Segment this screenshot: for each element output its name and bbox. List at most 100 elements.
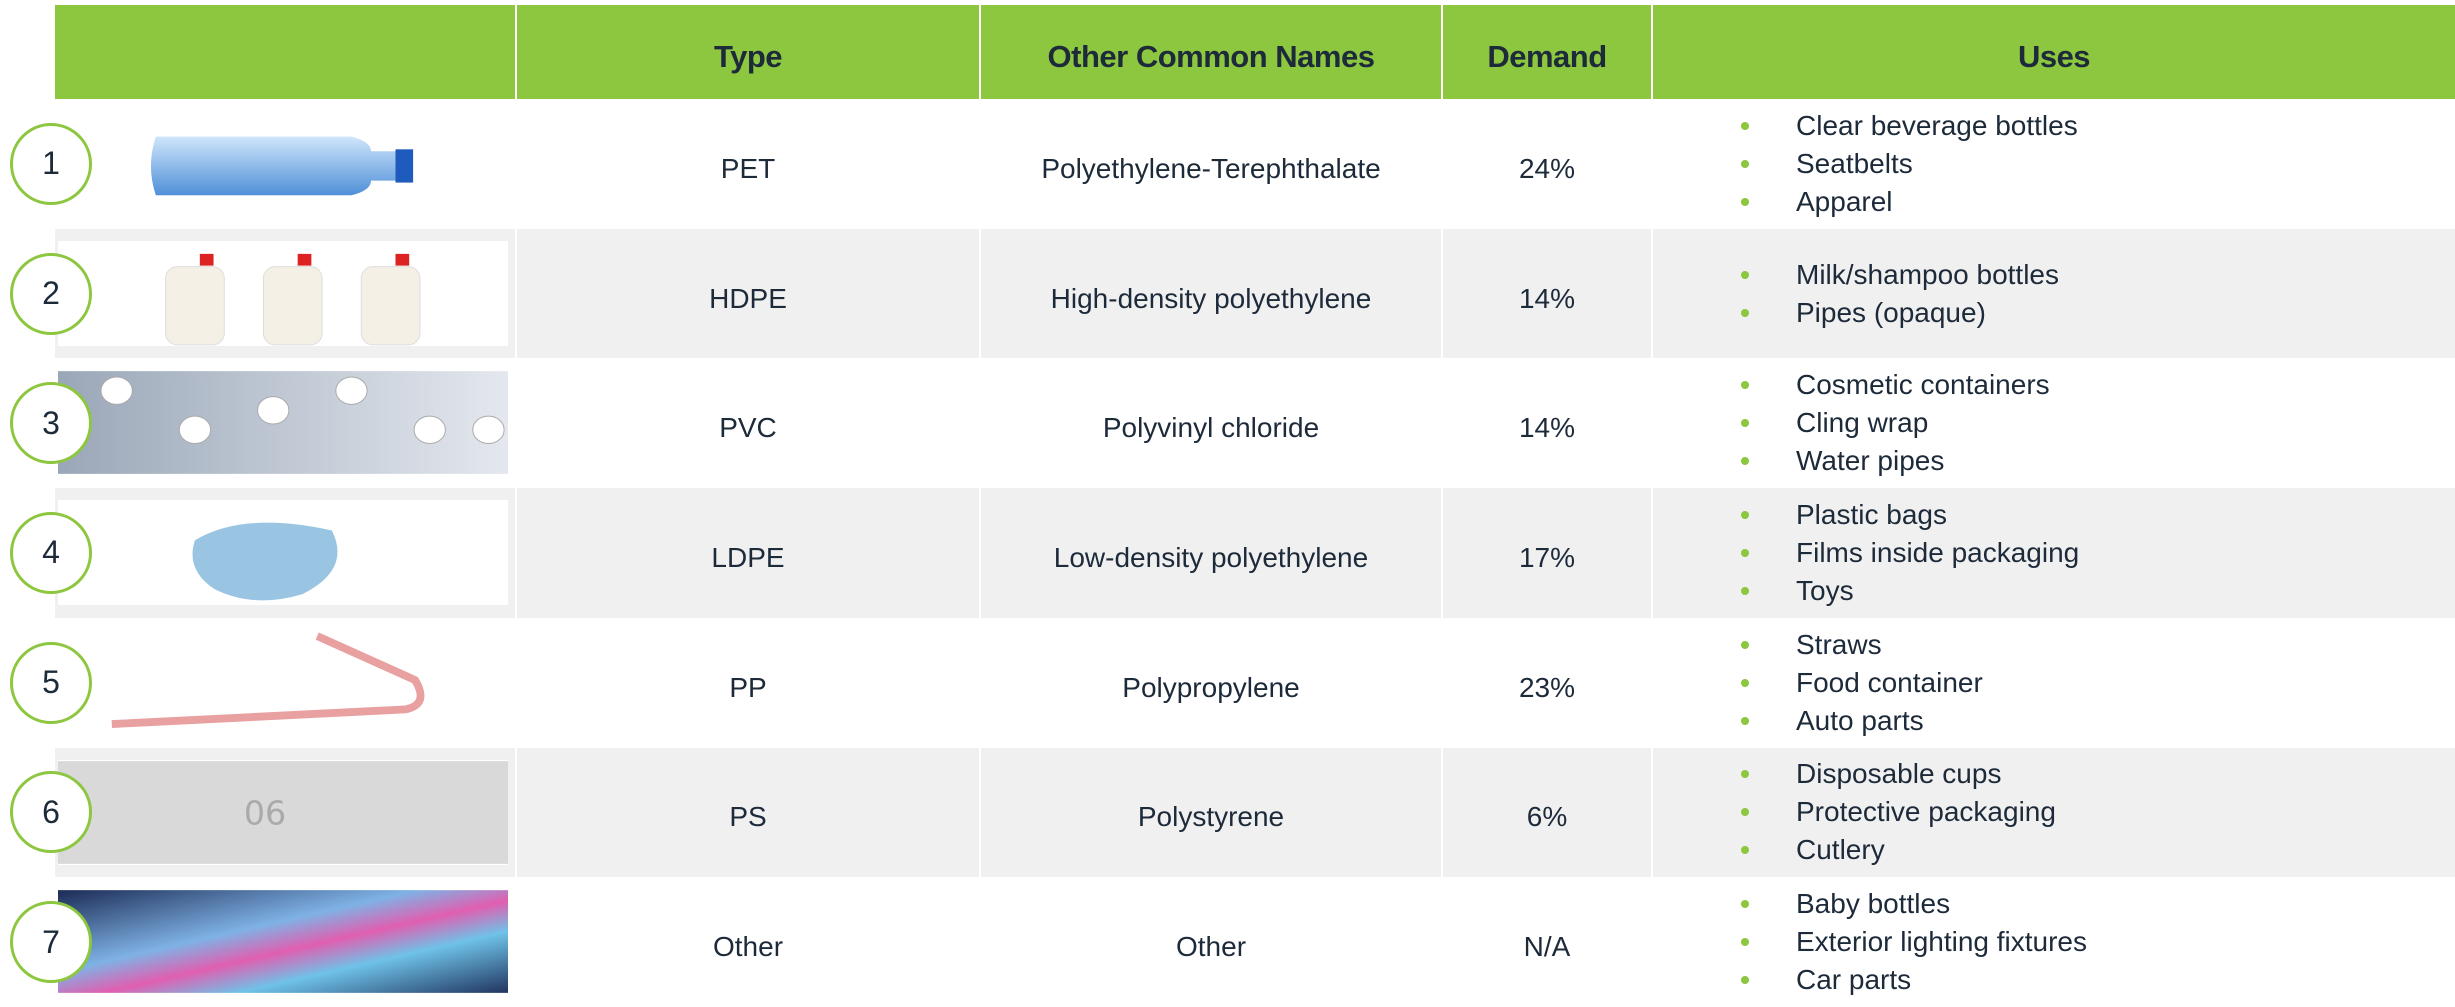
image-art [58,630,508,735]
image-art [58,241,508,346]
row-number: 7 [10,901,92,983]
image-art: 06 [58,760,508,865]
bullet [1741,309,1749,317]
cell-names: Low-density polyethylene [981,488,1441,618]
use-text: Cling wrap [1796,407,1928,438]
image-art [58,889,508,994]
cell-names: Polystyrene [981,748,1441,878]
use-item: Water pipes [1796,442,2446,480]
bullet [1741,511,1749,519]
row-number: 6 [10,771,92,853]
use-text: Clear beverage bottles [1796,110,2078,141]
use-text: Films inside packaging [1796,537,2079,568]
uses-list: Plastic bags Films inside packaging Toys [1796,488,2446,618]
use-item: Straws [1796,626,2446,664]
column-divider [1651,748,1653,878]
cell-type: LDPE [517,488,979,618]
row-image [58,241,508,346]
image-art [58,111,508,216]
bullet [1741,587,1749,595]
cell-demand: 17% [1443,488,1651,618]
row-number: 1 [10,123,92,205]
use-item: Apparel [1796,183,2446,221]
use-text: Auto parts [1796,705,1924,736]
use-item: Milk/shampoo bottles [1796,256,2446,294]
cell-names: Other [981,877,1441,1007]
uses-list: Baby bottles Exterior lighting fixtures Ca… [1796,877,2446,1007]
use-text: Water pipes [1796,445,1944,476]
cell-demand: 14% [1443,358,1651,488]
column-divider [1651,99,1653,229]
header-cell: Demand [1443,5,1651,99]
row-image [58,500,508,605]
use-item: Exterior lighting fixtures [1796,923,2446,961]
row-number: 2 [10,253,92,335]
use-text: Disposable cups [1796,758,2001,789]
bullet [1741,198,1749,206]
uses-list: Cosmetic containers Cling wrap Water pipes [1796,358,2446,488]
image-art [58,500,508,605]
column-divider [1651,358,1653,488]
use-item: Baby bottles [1796,885,2446,923]
column-divider [1651,618,1653,748]
row-number: 3 [10,382,92,464]
bullet [1741,641,1749,649]
row-image [58,889,508,994]
bullet [1741,679,1749,687]
bullet [1741,457,1749,465]
row-image: 06 [58,760,508,865]
row-image [58,630,508,735]
row-image [58,370,508,475]
cell-type: PET [517,99,979,229]
use-text: Car parts [1796,964,1911,995]
use-item: Plastic bags [1796,496,2446,534]
bullet [1741,549,1749,557]
use-item: Protective packaging [1796,793,2446,831]
use-text: Plastic bags [1796,499,1947,530]
use-text: Milk/shampoo bottles [1796,259,2059,290]
use-item: Disposable cups [1796,755,2446,793]
cell-names: Polyvinyl chloride [981,358,1441,488]
use-item: Seatbelts [1796,145,2446,183]
cell-names: High-density polyethylene [981,229,1441,359]
use-item: Clear beverage bottles [1796,107,2446,145]
header-cell: Other Common Names [981,5,1441,99]
cell-type: HDPE [517,229,979,359]
bullet [1741,122,1749,130]
cell-demand: 24% [1443,99,1651,229]
uses-list: Milk/shampoo bottles Pipes (opaque) [1796,229,2446,359]
cell-names: Polyethylene-Terephthalate [981,99,1441,229]
use-text: Protective packaging [1796,796,2056,827]
cell-demand: 14% [1443,229,1651,359]
bullet [1741,381,1749,389]
use-item: Pipes (opaque) [1796,294,2446,332]
svg-text:06: 06 [244,793,286,832]
column-divider [1651,877,1653,1007]
row-number: 5 [10,642,92,724]
use-item: Cling wrap [1796,404,2446,442]
cell-demand: 6% [1443,748,1651,878]
cell-demand: 23% [1443,618,1651,748]
use-text: Exterior lighting fixtures [1796,926,2087,957]
bullet [1741,419,1749,427]
cell-names: Polypropylene [981,618,1441,748]
cell-type: PVC [517,358,979,488]
cell-type: Other [517,877,979,1007]
row-number: 4 [10,512,92,594]
use-text: Food container [1796,667,1983,698]
use-text: Cosmetic containers [1796,369,2050,400]
use-item: Toys [1796,572,2446,610]
uses-list: Disposable cups Protective packaging Cutle… [1796,748,2446,878]
bullet [1741,160,1749,168]
use-item: Cosmetic containers [1796,366,2446,404]
use-text: Baby bottles [1796,888,1950,919]
image-art [58,370,508,475]
use-item: Cutlery [1796,831,2446,869]
plastics-table: TypeOther Common NamesDemandUses1PETPoly… [0,0,2455,1007]
use-text: Cutlery [1796,834,1885,865]
use-text: Toys [1796,575,1854,606]
row-image [58,111,508,216]
use-text: Apparel [1796,186,1893,217]
